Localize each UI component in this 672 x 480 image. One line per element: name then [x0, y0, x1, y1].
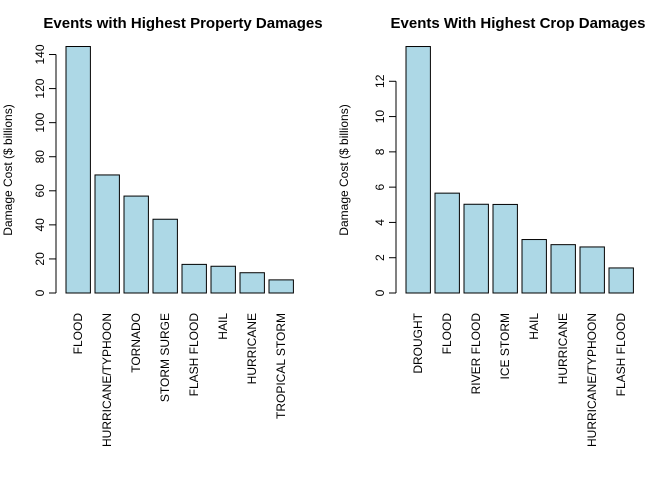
crop-bar-ice-storm [492, 203, 518, 294]
property-bar-storm-surge [152, 218, 178, 294]
crop-category-label: HURRICANE/TYPHOON [585, 313, 599, 447]
property-y-tick-label: 100 [33, 112, 47, 132]
crop-category-label: ICE STORM [498, 313, 512, 379]
property-y-tick-label: 20 [33, 252, 47, 266]
crop-category-label: HURRICANE [556, 313, 570, 384]
crop-chart-title: Events With Highest Crop Damages [391, 15, 646, 32]
crop-category-label: HAIL [527, 313, 541, 340]
crop-bar-hurricane [550, 244, 576, 294]
crop-bar-flash-flood [608, 267, 634, 294]
property-category-label: HURRICANE/TYPHOON [100, 313, 114, 447]
crop-y-tick-label: 6 [373, 183, 387, 190]
property-category-label: FLASH FLOOD [187, 313, 201, 397]
crop-category-label: DROUGHT [411, 312, 425, 373]
property-y-tick-label: 120 [33, 78, 47, 98]
property-chart-ylabel: Damage Cost ($ billions) [1, 104, 15, 235]
property-category-label: STORM SURGE [158, 313, 172, 402]
property-damage-chart: Events with Highest Property Damages Dam… [1, 15, 323, 447]
property-category-label: FLOOD [71, 313, 85, 355]
crop-y-tick-label: 2 [373, 254, 387, 261]
crop-y-tick-label: 4 [373, 219, 387, 226]
crop-y-tick-label: 0 [373, 289, 387, 296]
crop-bar-flood [434, 192, 460, 294]
property-y-tick-label: 80 [33, 150, 47, 164]
crop-bar-river-flood [463, 203, 489, 294]
property-bar-flash-flood [181, 263, 207, 294]
crop-damage-chart: Events With Highest Crop Damages Damage … [337, 15, 645, 447]
crop-y-tick-label: 8 [373, 148, 387, 155]
crop-bar-hurricane-typhoon [579, 246, 605, 294]
crop-y-tick-label: 12 [373, 74, 387, 88]
property-category-label: HURRICANE [245, 313, 259, 384]
crop-category-label: FLOOD [440, 313, 454, 355]
crop-chart-ylabel: Damage Cost ($ billions) [337, 104, 351, 235]
property-bar-hurricane [239, 272, 265, 294]
property-y-tick-label: 60 [33, 184, 47, 198]
property-bar-tornado [123, 195, 149, 294]
property-bar-tropical-storm [268, 279, 294, 294]
crop-category-label: RIVER FLOOD [469, 313, 483, 395]
property-category-label: TORNADO [129, 313, 143, 373]
crop-category-label: FLASH FLOOD [614, 313, 628, 397]
crop-bar-hail [521, 239, 547, 294]
property-category-label: TROPICAL STORM [274, 313, 288, 419]
property-y-tick-label: 140 [33, 44, 47, 64]
property-chart-title: Events with Highest Property Damages [43, 15, 322, 32]
property-bar-hail [210, 265, 236, 294]
property-bar-flood [65, 46, 91, 294]
crop-bar-drought [405, 46, 431, 294]
property-y-tick-label: 0 [33, 289, 47, 296]
property-bar-hurricane-typhoon [94, 174, 120, 294]
crop-y-tick-label: 10 [373, 110, 387, 124]
property-y-tick-label: 40 [33, 218, 47, 232]
property-category-label: HAIL [216, 313, 230, 340]
